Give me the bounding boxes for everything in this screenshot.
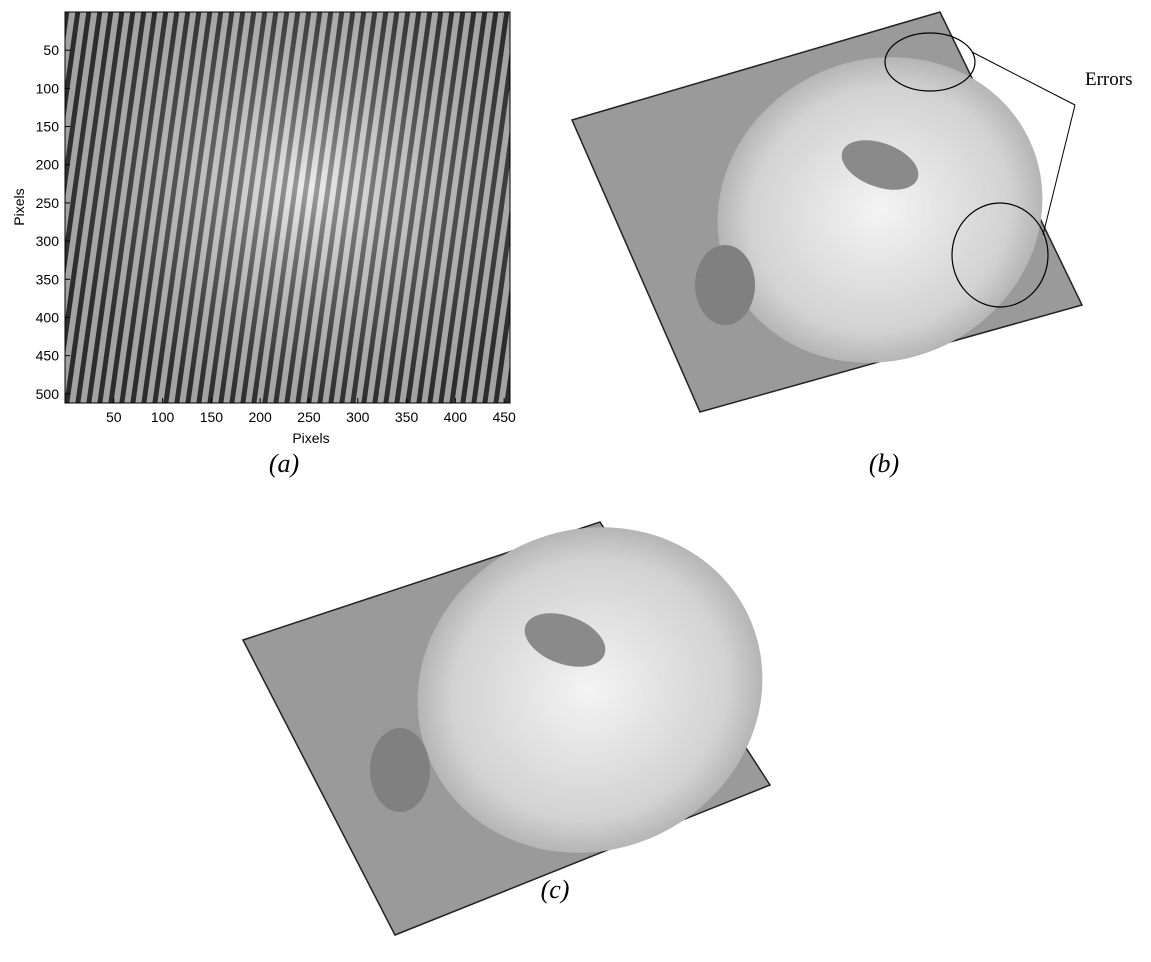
x-tick-label: 400: [444, 409, 468, 425]
x-tick-label: 450: [492, 409, 516, 425]
panel-b: Errors (b): [572, 4, 1132, 478]
y-tick-label: 300: [36, 233, 60, 249]
panel-a: 50 100 150 200 250 300 350 400 450 50 100 150 200 250…: [11, 12, 516, 478]
x-tick-label: 350: [395, 409, 419, 425]
y-tick-label: 400: [36, 309, 60, 325]
caption: (a): [269, 449, 299, 478]
page: {"panel_a": {"x_label": "Pixels", "y_lab…: [0, 0, 1151, 962]
caption: (c): [541, 875, 570, 904]
y-tick-label: 350: [36, 271, 60, 287]
x-tick-label: 200: [248, 409, 272, 425]
y-tick-label: 500: [36, 386, 60, 402]
x-tick-label: 100: [151, 409, 175, 425]
x-axis-label: Pixels: [292, 430, 329, 446]
y-tick-label: 50: [43, 42, 59, 58]
annotation-line: [1043, 105, 1075, 235]
caption: (b): [869, 449, 899, 478]
y-tick-label: 250: [36, 195, 60, 211]
y-tick-label: 450: [36, 348, 60, 364]
image-shading: [65, 12, 510, 403]
ear: [695, 245, 755, 325]
x-tick-label: 300: [346, 409, 370, 425]
y-tick-label: 150: [36, 119, 60, 135]
y-tick-label: 200: [36, 157, 60, 173]
x-tick-label: 250: [297, 409, 321, 425]
x-tick-label: 150: [200, 409, 224, 425]
x-tick-label: 50: [106, 409, 122, 425]
annotation: Errors: [1085, 69, 1132, 90]
panel-c: (c): [243, 471, 816, 935]
y-axis-label: Pixels: [11, 188, 27, 225]
y-tick-label: 100: [36, 80, 60, 96]
ear: [370, 728, 430, 812]
figure: 50 100 150 200 250 300 350 400 450 50 100 150 200 250…: [0, 0, 1151, 962]
